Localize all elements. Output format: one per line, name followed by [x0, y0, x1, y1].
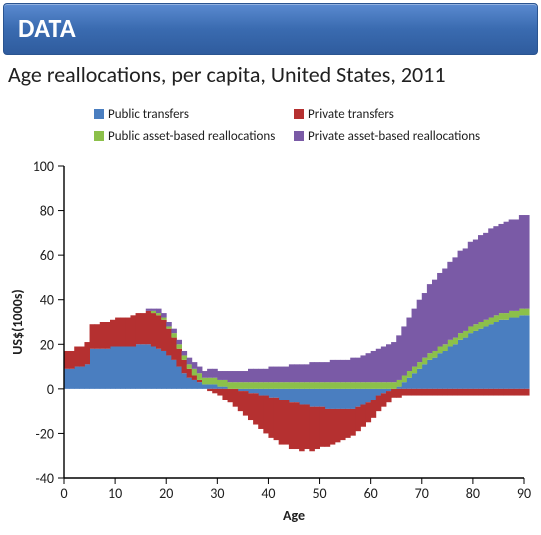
y-axis-label: US$(1000s): [9, 289, 26, 355]
svg-text:50: 50: [312, 485, 326, 502]
svg-text:20: 20: [40, 336, 54, 353]
svg-text:30: 30: [210, 485, 224, 502]
svg-text:40: 40: [261, 485, 275, 502]
svg-text:10: 10: [108, 485, 122, 502]
svg-text:40: 40: [40, 292, 54, 309]
svg-text:80: 80: [466, 485, 480, 502]
data-header: DATA: [3, 3, 538, 55]
x-axis-label: Age: [283, 507, 305, 524]
svg-text:60: 60: [364, 485, 378, 502]
chart-subtitle: Age reallocations, per capita, United St…: [8, 61, 533, 88]
legend-label: Public asset-based reallocations: [108, 129, 275, 144]
legend: Public transfers Private transfers Public …: [94, 107, 480, 144]
legend-label: Private asset-based reallocations: [308, 129, 480, 144]
svg-text:100: 100: [33, 158, 54, 175]
svg-text:70: 70: [415, 485, 429, 502]
legend-label: Public transfers: [108, 107, 189, 122]
svg-text:-40: -40: [36, 470, 54, 487]
svg-text:20: 20: [159, 485, 173, 502]
age-reallocations-chart: -40 -20 0 20 40 60 80 100 0 10 20 30 40 50 60 70 80 90 Age…: [6, 106, 535, 526]
svg-text:60: 60: [40, 247, 54, 264]
header-title: DATA: [18, 12, 76, 44]
svg-text:90: 90: [517, 485, 531, 502]
svg-text:0: 0: [47, 381, 54, 398]
svg-text:80: 80: [40, 203, 54, 220]
legend-label: Private transfers: [308, 107, 394, 122]
svg-text:-20: -20: [36, 425, 54, 442]
svg-text:0: 0: [60, 485, 67, 502]
